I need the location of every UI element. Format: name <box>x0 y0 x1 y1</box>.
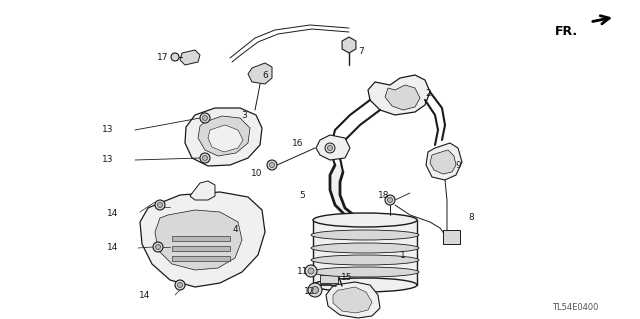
Circle shape <box>175 280 185 290</box>
Text: 2: 2 <box>425 90 431 99</box>
Ellipse shape <box>311 255 419 265</box>
Polygon shape <box>320 275 338 283</box>
Polygon shape <box>368 75 430 115</box>
Polygon shape <box>172 246 230 251</box>
Circle shape <box>267 160 277 170</box>
Polygon shape <box>430 150 456 174</box>
Text: 13: 13 <box>102 125 113 135</box>
Circle shape <box>308 283 322 297</box>
Text: TL54E0400: TL54E0400 <box>552 303 598 313</box>
Polygon shape <box>313 220 417 285</box>
Circle shape <box>171 53 179 61</box>
Circle shape <box>387 197 392 203</box>
Text: FR.: FR. <box>555 25 578 38</box>
Circle shape <box>200 153 210 163</box>
Polygon shape <box>443 230 460 244</box>
Circle shape <box>177 283 182 287</box>
Circle shape <box>305 265 317 277</box>
Text: 13: 13 <box>102 155 113 165</box>
Circle shape <box>155 200 165 210</box>
Polygon shape <box>155 210 242 270</box>
Text: 1: 1 <box>400 251 406 261</box>
Circle shape <box>157 203 163 207</box>
Text: 17: 17 <box>157 53 168 62</box>
Text: 12: 12 <box>303 286 315 295</box>
Polygon shape <box>172 236 230 241</box>
Polygon shape <box>198 116 250 156</box>
Polygon shape <box>316 135 350 160</box>
Text: 3: 3 <box>241 112 247 121</box>
Polygon shape <box>326 282 380 318</box>
Circle shape <box>269 162 275 167</box>
Polygon shape <box>342 37 356 53</box>
Ellipse shape <box>311 230 419 240</box>
Circle shape <box>385 195 395 205</box>
Circle shape <box>328 145 333 151</box>
Polygon shape <box>190 181 215 200</box>
Polygon shape <box>333 287 372 313</box>
Circle shape <box>153 242 163 252</box>
Circle shape <box>312 286 319 293</box>
Polygon shape <box>208 125 243 152</box>
Polygon shape <box>385 85 420 110</box>
Circle shape <box>202 115 207 121</box>
Ellipse shape <box>313 213 417 227</box>
Text: 9: 9 <box>455 160 461 169</box>
Text: 8: 8 <box>468 213 474 222</box>
Polygon shape <box>330 165 355 216</box>
Polygon shape <box>185 108 262 166</box>
Polygon shape <box>172 256 230 261</box>
Ellipse shape <box>311 243 419 253</box>
Text: 10: 10 <box>250 168 262 177</box>
Text: 16: 16 <box>291 138 303 147</box>
Circle shape <box>200 113 210 123</box>
Polygon shape <box>180 50 200 65</box>
Ellipse shape <box>313 278 417 292</box>
Text: 15: 15 <box>341 273 353 283</box>
Polygon shape <box>140 192 265 287</box>
Text: 6: 6 <box>262 70 268 79</box>
Circle shape <box>202 155 207 160</box>
Text: 14: 14 <box>107 209 118 218</box>
Circle shape <box>156 244 161 249</box>
Circle shape <box>325 143 335 153</box>
Text: 14: 14 <box>139 291 150 300</box>
Text: 14: 14 <box>107 243 118 253</box>
Text: 4: 4 <box>233 226 239 234</box>
Polygon shape <box>248 63 272 84</box>
Text: 5: 5 <box>300 190 305 199</box>
Ellipse shape <box>311 267 419 277</box>
Polygon shape <box>426 143 462 180</box>
Text: 11: 11 <box>296 266 308 276</box>
Circle shape <box>308 268 314 274</box>
Text: 18: 18 <box>378 191 390 201</box>
Text: 7: 7 <box>358 48 364 56</box>
